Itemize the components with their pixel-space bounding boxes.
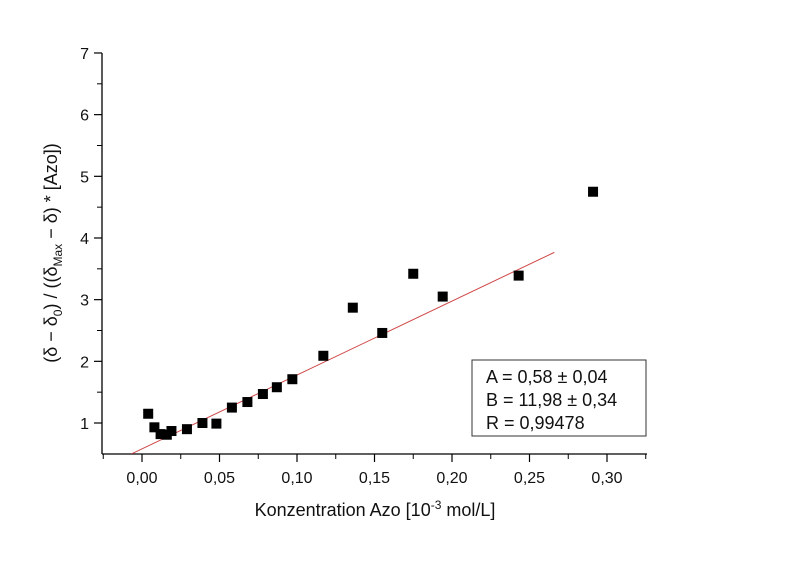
data-point	[437, 291, 448, 302]
fit-result-r: R = 0,99478	[486, 413, 585, 433]
data-point	[287, 374, 298, 385]
x-tick-label: 0,15	[359, 470, 390, 487]
x-tick-label: 0,20	[436, 470, 467, 487]
y-tick-label: 6	[80, 108, 89, 125]
x-tick-label: 0,05	[204, 470, 235, 487]
data-point	[408, 268, 419, 279]
x-tick-label: 0,00	[126, 470, 157, 487]
data-point	[143, 408, 154, 419]
fit-result-a: A = 0,58 ± 0,04	[486, 367, 607, 387]
y-tick-label: 5	[80, 169, 89, 186]
fit-results-frame	[471, 359, 647, 437]
data-point	[166, 426, 177, 437]
fit-results-box: A = 0,58 ± 0,04 B = 11,98 ± 0,34 R = 0,9…	[471, 359, 647, 437]
y-axis-title: (δ − δ0) / ((δMax − δ) * [Azo])	[41, 143, 65, 362]
data-point	[318, 350, 329, 361]
data-point	[149, 422, 160, 433]
data-point	[513, 270, 524, 281]
data-point	[271, 382, 282, 393]
data-point	[181, 424, 192, 435]
data-point	[347, 302, 358, 313]
fit-result-b: B = 11,98 ± 0,34	[486, 390, 617, 410]
data-point	[242, 397, 253, 408]
data-point	[211, 418, 222, 429]
data-point	[197, 418, 208, 428]
y-tick-label: 2	[80, 354, 89, 371]
data-points	[143, 186, 599, 440]
axes: 0,00 0,05 0,10 0,15 0,20 0,25 0,30 1 2 3 4 5 6 7	[80, 46, 647, 487]
data-point	[257, 389, 268, 400]
data-point	[155, 429, 166, 440]
x-tick-label: 0,30	[591, 470, 622, 487]
y-tick-label: 1	[80, 416, 89, 433]
data-point	[588, 186, 599, 197]
y-tick-label: 4	[80, 231, 89, 248]
x-tick-label: 0,10	[281, 470, 312, 487]
y-tick-label: 7	[80, 46, 89, 63]
data-point	[226, 402, 237, 413]
x-axis-title: Konzentration Azo [10-3 mol/L]	[255, 498, 496, 520]
y-tick-label: 3	[80, 293, 89, 310]
x-tick-label: 0,25	[514, 470, 545, 487]
data-point	[377, 327, 388, 338]
